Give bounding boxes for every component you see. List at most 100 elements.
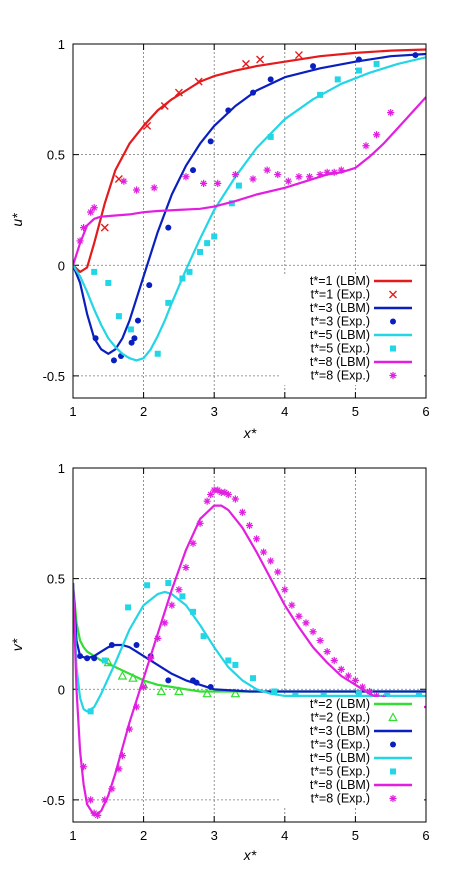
plot-area — [73, 486, 426, 819]
legend-label: t*=8 (Exp.) — [311, 369, 370, 383]
legend-background — [280, 697, 424, 808]
legend-label: t*=2 (Exp.) — [311, 711, 370, 725]
point-t-8-exp — [267, 557, 275, 565]
point-t-1-exp — [143, 121, 152, 130]
x-tick-label: 1 — [69, 404, 76, 419]
point-t-5-exp — [165, 580, 172, 587]
point-t-2-exp — [174, 686, 184, 696]
y-tick-label: 0.5 — [47, 572, 65, 587]
point-t-8-exp — [189, 539, 197, 547]
point-t-3-exp — [267, 76, 274, 83]
v-velocity-chart: 1 2 3 4 5 6 1 0.5 0 -0.5 x* v* t*=2 (LBM)t*=2 (Exp.)… — [9, 461, 430, 863]
legend: t*=2 (LBM)t*=2 (Exp.)t*=3 (LBM)t*=3 (Exp… — [280, 697, 424, 808]
point-t-2-exp — [128, 672, 138, 682]
point-t-5-exp — [292, 692, 299, 699]
point-t-8-exp — [351, 676, 359, 684]
point-t-5-exp — [235, 182, 242, 189]
point-t-8-exp — [108, 785, 116, 793]
series-line-t-5-lbm — [73, 582, 426, 713]
y-tick-label: 0 — [58, 682, 65, 697]
point-t-3-exp — [146, 282, 153, 289]
point-t-8-exp — [154, 634, 162, 642]
point-t-5-exp — [415, 692, 422, 699]
point-t-8-exp — [337, 166, 345, 174]
point-t-8-exp — [231, 170, 239, 179]
point-t-8-exp — [101, 796, 109, 804]
point-t-5-exp — [225, 657, 232, 664]
point-t-8-exp — [365, 687, 374, 696]
point-t-8-exp — [295, 173, 303, 181]
legend-swatch-marker — [389, 371, 397, 380]
point-t-1-exp — [241, 59, 250, 68]
axes-frame — [72, 43, 427, 399]
point-t-8-exp — [260, 548, 268, 556]
point-t-8-exp — [182, 563, 190, 572]
point-t-8-exp — [182, 173, 190, 181]
point-t-5-exp — [190, 608, 197, 615]
point-t-8-exp — [344, 672, 352, 680]
legend-background — [280, 274, 424, 385]
point-t-8-exp — [175, 586, 183, 594]
point-t-8-exp — [168, 601, 176, 609]
point-t-8-exp — [263, 166, 271, 174]
legend-swatch-marker — [390, 345, 396, 352]
point-t-8-exp — [302, 619, 310, 627]
x-tick-label: 6 — [422, 828, 429, 843]
legend-label: t*=8 (LBM) — [310, 778, 370, 792]
point-t-8-exp — [252, 535, 261, 543]
point-t-3-exp — [84, 655, 91, 662]
legend-label: t*=3 (LBM) — [310, 724, 370, 738]
point-t-5-exp — [334, 76, 341, 83]
point-t-8-exp — [323, 168, 331, 176]
point-t-8-exp — [224, 490, 232, 499]
point-t-8-exp — [323, 648, 331, 656]
point-t-8-exp — [330, 168, 338, 176]
x-tick-label: 4 — [281, 828, 288, 843]
legend-label: t*=5 (LBM) — [310, 328, 370, 342]
y-tick-label: 1 — [58, 461, 65, 476]
point-t-5-exp — [186, 268, 193, 275]
legend-swatch-marker — [390, 318, 396, 325]
point-t-3-exp — [165, 677, 172, 684]
point-t-8-exp — [90, 809, 98, 817]
point-t-8-exp — [281, 586, 289, 594]
point-t-8-exp — [316, 170, 324, 179]
y-tick-label: -0.5 — [43, 369, 65, 384]
point-t-3-exp — [92, 335, 99, 342]
point-t-8-exp — [231, 495, 239, 503]
point-t-3-exp — [128, 339, 135, 346]
legend-label: t*=8 (Exp.) — [311, 792, 370, 806]
point-t-8-exp — [203, 497, 211, 505]
point-t-2-exp — [202, 688, 212, 698]
legend-label: t*=5 (Exp.) — [311, 765, 370, 779]
point-t-5-exp — [355, 690, 362, 697]
point-t-8-exp — [358, 683, 367, 691]
point-t-8-exp — [196, 519, 204, 527]
point-t-8-exp — [372, 692, 381, 700]
x-tick-label: 1 — [69, 828, 76, 843]
point-t-3-exp — [91, 655, 98, 662]
point-t-8-exp — [87, 796, 95, 804]
point-t-8-exp — [305, 173, 314, 181]
point-t-8-exp — [362, 142, 370, 150]
point-t-8-exp — [337, 665, 345, 673]
point-t-5-exp — [87, 708, 94, 715]
x-tick-label: 2 — [140, 404, 147, 419]
point-t-5-exp — [101, 657, 108, 664]
point-t-3-exp — [134, 317, 141, 324]
point-t-1-exp — [160, 101, 169, 110]
y-axis-label: u* — [9, 213, 25, 227]
point-t-8-exp — [330, 656, 338, 665]
point-t-8-exp — [147, 654, 155, 662]
x-tick-label: 3 — [211, 828, 218, 843]
point-t-8-exp — [90, 204, 98, 212]
x-tick-label: 3 — [211, 404, 218, 419]
point-t-8-exp — [295, 612, 303, 620]
point-t-8-exp — [132, 703, 141, 711]
legend-swatch-marker — [389, 290, 397, 299]
point-t-3-exp — [355, 56, 362, 63]
series-line-t-8-lbm — [73, 96, 426, 266]
legend-label: t*=2 (LBM) — [310, 697, 370, 711]
point-t-5-exp — [250, 675, 257, 682]
axes-frame — [72, 467, 427, 823]
